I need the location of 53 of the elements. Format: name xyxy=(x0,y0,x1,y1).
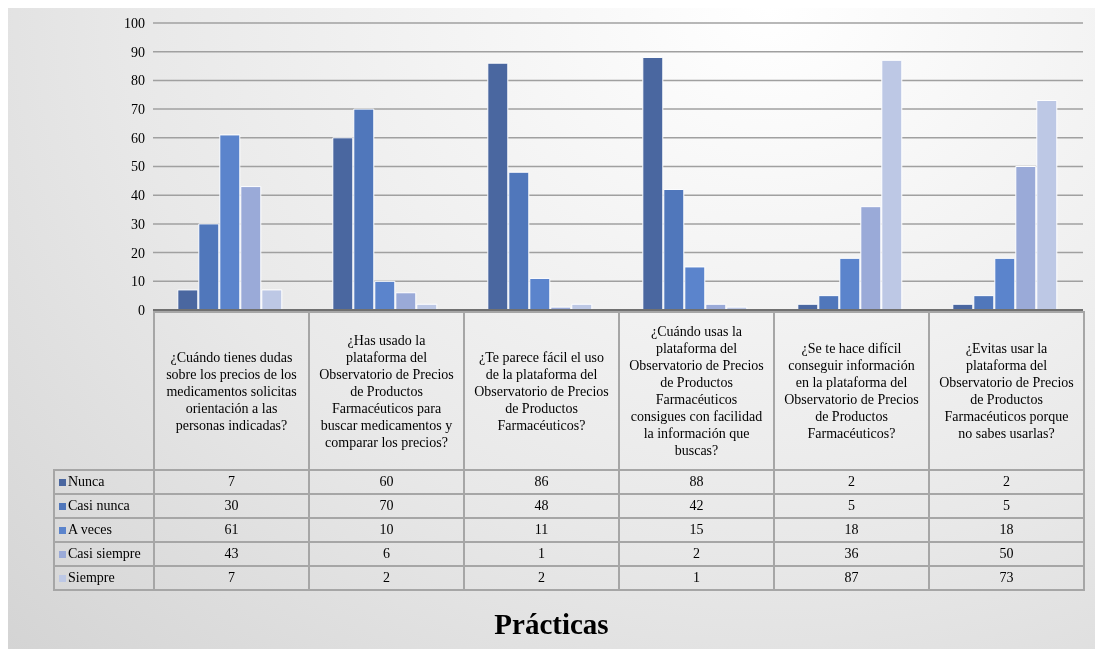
data-label: 2 xyxy=(619,542,774,566)
data-label: 5 xyxy=(774,494,929,518)
data-label: 2 xyxy=(464,566,619,590)
y-tick-label: 10 xyxy=(131,274,145,290)
data-label: 11 xyxy=(464,518,619,542)
data-label: 1 xyxy=(464,542,619,566)
x-tick-label: ¿Se te hace difícil conseguir información en la plataforma del Observatorio de Precios de Productos Farmacéuticos? xyxy=(774,312,929,470)
legend-label: Siempre xyxy=(54,566,154,590)
data-label: 86 xyxy=(464,470,619,494)
data-label: 48 xyxy=(464,494,619,518)
data-label: 18 xyxy=(774,518,929,542)
legend-label: A veces xyxy=(54,518,154,542)
data-label: 30 xyxy=(154,494,309,518)
data-label: 7 xyxy=(154,470,309,494)
data-label: 2 xyxy=(929,470,1084,494)
data-label: 61 xyxy=(154,518,309,542)
y-tick-label: 40 xyxy=(131,188,145,204)
data-label: 2 xyxy=(309,566,464,590)
data-label: 88 xyxy=(619,470,774,494)
data-label: 6 xyxy=(309,542,464,566)
text: Prácticas xyxy=(493,608,610,641)
legend-label: Casi nunca xyxy=(54,494,154,518)
data-label: 2 xyxy=(774,470,929,494)
data-label: 5 xyxy=(929,494,1084,518)
x-tick-label: ¿Cuándo tienes dudas sobre los precios de los medicamentos solicitas orientación a las personas indicadas? xyxy=(154,312,309,470)
data-label: 73 xyxy=(929,566,1084,590)
data-label: 7 xyxy=(154,566,309,590)
data-label: 87 xyxy=(774,566,929,590)
y-tick-label: 80 xyxy=(131,73,145,89)
data-label: 18 xyxy=(929,518,1084,542)
data-label: 60 xyxy=(309,470,464,494)
y-tick-label: 20 xyxy=(131,245,145,261)
x-tick-label: ¿Cuándo usas la plataforma del Observatorio de Precios de Productos Farmacéuticos consigues con facilidad la información que buscas? xyxy=(619,312,774,470)
legend-label: Nunca xyxy=(54,470,154,494)
data-label: 1 xyxy=(619,566,774,590)
data-label: 10 xyxy=(309,518,464,542)
data-label: 70 xyxy=(309,494,464,518)
y-tick-label: 90 xyxy=(131,44,145,60)
y-tick-label: 60 xyxy=(131,130,145,146)
y-tick-label: 30 xyxy=(131,216,145,232)
y-tick-label: 50 xyxy=(131,159,145,175)
y-tick-label: 100 xyxy=(124,15,145,31)
y-tick-label: 0 xyxy=(138,302,145,318)
data-label: 43 xyxy=(154,542,309,566)
data-label: 15 xyxy=(619,518,774,542)
x-tick-label: ¿Te parece fácil el uso de la plataforma del Observatorio de Precios de Productos Farmacéuticos? xyxy=(464,312,619,470)
legend-label: Casi siempre xyxy=(54,542,154,566)
data-label: 42 xyxy=(619,494,774,518)
x-tick-label: ¿Has usado la plataforma del Observatorio de Precios de Productos Farmacéuticos para buscar medicamentos y comparar los precios? xyxy=(309,312,464,470)
data-label: 50 xyxy=(929,542,1084,566)
x-tick-label: ¿Evitas usar la plataforma del Observatorio de Precios de Productos Farmacéuticos porque no sabes usarlas? xyxy=(929,312,1084,470)
data-label: 36 xyxy=(774,542,929,566)
y-tick-label: 70 xyxy=(131,102,145,118)
